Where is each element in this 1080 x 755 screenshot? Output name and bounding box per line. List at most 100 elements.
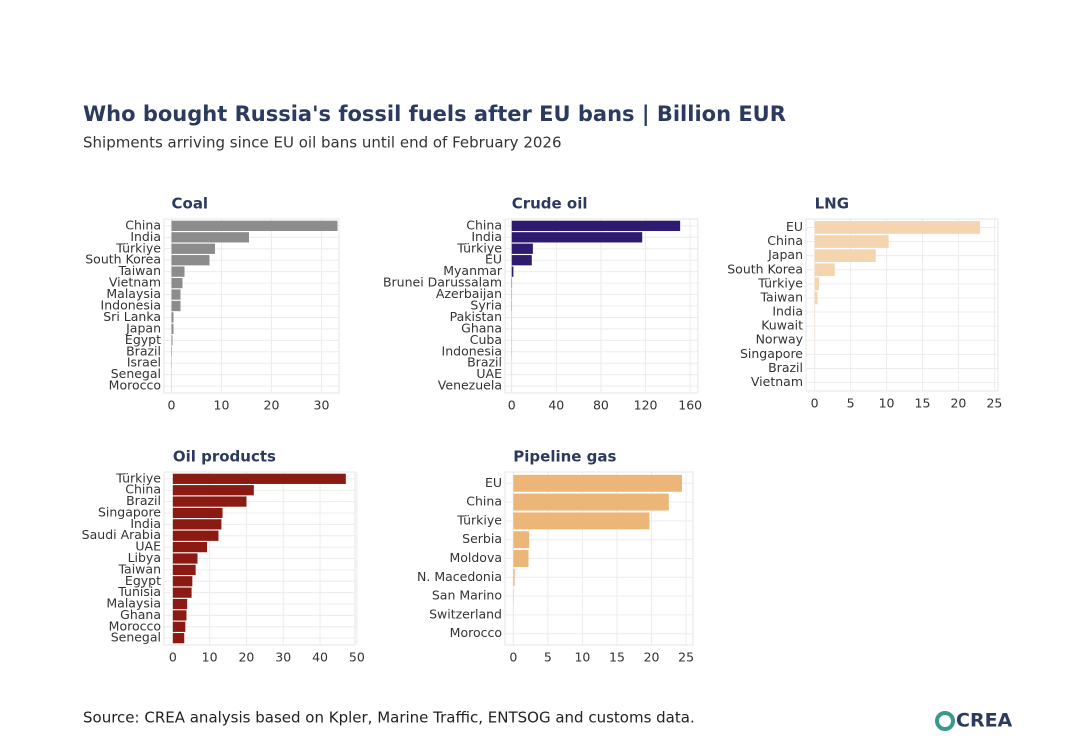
category-label: Morocco: [109, 618, 161, 633]
bar: [171, 289, 181, 300]
bar: [511, 220, 681, 232]
x-tick-label: 0: [811, 396, 819, 411]
category-label: Sri Lanka: [103, 309, 161, 324]
bar: [172, 621, 186, 632]
x-tick-label: 15: [915, 396, 931, 411]
panel-border: [163, 471, 356, 646]
bar: [814, 235, 889, 248]
bar: [513, 531, 530, 549]
x-tick-label: 30: [314, 398, 330, 413]
bar: [171, 312, 174, 323]
x-tick-label: 20: [644, 650, 660, 665]
category-label: Tunisia: [117, 584, 161, 599]
category-label: Singapore: [98, 504, 161, 519]
bar: [814, 221, 981, 234]
bar: [171, 266, 185, 277]
bar: [171, 255, 210, 266]
category-label: Japan: [767, 247, 803, 262]
bar: [172, 496, 247, 507]
bar: [513, 474, 682, 492]
category-label: Malaysia: [106, 596, 161, 611]
category-label: Egypt: [125, 573, 161, 588]
category-label: EU: [786, 219, 803, 234]
category-label: India: [130, 516, 161, 531]
category-label: Indonesia: [101, 298, 161, 313]
category-label: India: [772, 304, 803, 319]
x-tick-label: 0: [169, 650, 177, 665]
bar: [814, 277, 819, 291]
bar: [171, 220, 338, 232]
x-tick-label: 120: [634, 398, 658, 413]
category-label: China: [466, 494, 502, 509]
category-label: Israel: [127, 355, 161, 370]
bar: [171, 300, 181, 312]
category-label: China: [125, 482, 161, 497]
bar: [172, 553, 198, 564]
bar: [814, 263, 835, 277]
category-label: UAE: [476, 366, 502, 381]
category-label: Venezuela: [438, 378, 502, 393]
category-label: Türkiye: [757, 275, 803, 290]
x-tick-label: 50: [349, 650, 365, 665]
category-label: Brazil: [467, 355, 502, 370]
category-label: Myanmar: [443, 263, 503, 278]
category-label: China: [125, 217, 161, 232]
category-label: Vietnam: [109, 275, 161, 290]
bar: [172, 598, 188, 610]
category-label: Brazil: [126, 343, 161, 358]
category-label: Taiwan: [759, 289, 803, 304]
bar: [814, 291, 818, 305]
bar: [172, 587, 192, 598]
category-label: EU: [485, 475, 502, 490]
bar: [171, 335, 173, 346]
panel-border: [163, 218, 340, 394]
category-label: Japan: [125, 320, 161, 335]
bar: [513, 493, 669, 511]
category-label: Brunei Darussalam: [383, 275, 502, 290]
x-tick-label: 0: [509, 650, 517, 665]
category-label: Türkiye: [456, 512, 502, 527]
category-label: Senegal: [111, 630, 161, 645]
bar: [513, 550, 529, 567]
category-label: Brazil: [768, 360, 803, 375]
category-label: Syria: [470, 298, 502, 313]
category-label: Malaysia: [106, 286, 161, 301]
panel: Crude oil 0 40 80 120 160 ChinaIndiaTürkiyeEUM…: [383, 195, 702, 413]
category-label: EU: [485, 252, 502, 267]
category-label: India: [471, 229, 502, 244]
bar: [172, 507, 223, 519]
x-tick-label: 160: [678, 398, 702, 413]
x-tick-label: 5: [847, 396, 855, 411]
x-tick-label: 25: [986, 396, 1002, 411]
panel-title: LNG: [815, 195, 849, 213]
bar: [171, 323, 174, 335]
bar: [511, 243, 533, 254]
category-label: Taiwan: [117, 561, 161, 576]
x-tick-label: 80: [593, 398, 609, 413]
bar: [513, 512, 650, 530]
category-label: UAE: [135, 539, 161, 554]
x-tick-label: 10: [202, 650, 218, 665]
bar: [814, 249, 876, 262]
bar: [172, 564, 196, 576]
category-label: China: [767, 233, 803, 248]
panel-border: [504, 218, 699, 394]
category-label: Taiwan: [117, 263, 161, 278]
panel-title: Coal: [172, 195, 209, 213]
bar: [511, 255, 532, 266]
bar: [172, 473, 346, 484]
bar: [513, 568, 515, 586]
category-label: Pakistan: [450, 309, 502, 324]
category-label: Brazil: [126, 493, 161, 508]
x-tick-label: 15: [609, 650, 625, 665]
panel-title: Pipeline gas: [513, 448, 616, 466]
bar: [172, 519, 222, 530]
category-label: China: [466, 217, 502, 232]
x-tick-label: 40: [548, 398, 564, 413]
panel-title: Oil products: [173, 448, 276, 466]
x-tick-label: 20: [238, 650, 254, 665]
x-tick-label: 40: [312, 650, 328, 665]
category-label: Morocco: [450, 625, 502, 640]
category-label: Ghana: [461, 320, 502, 335]
